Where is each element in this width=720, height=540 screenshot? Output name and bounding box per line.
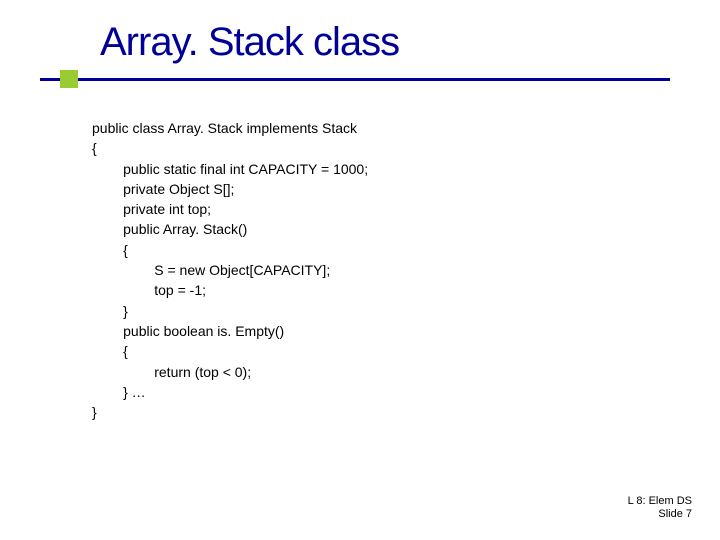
accent-square [60,70,78,88]
footer-line-2: Slide 7 [628,508,692,522]
title-region: Array. Stack class [100,20,680,65]
footer-line-1: L 8: Elem DS [628,495,692,509]
title-underline [40,78,670,81]
slide-footer: L 8: Elem DS Slide 7 [628,495,692,523]
slide-title: Array. Stack class [100,20,680,65]
code-block: public class Array. Stack implements Sta… [92,118,368,422]
